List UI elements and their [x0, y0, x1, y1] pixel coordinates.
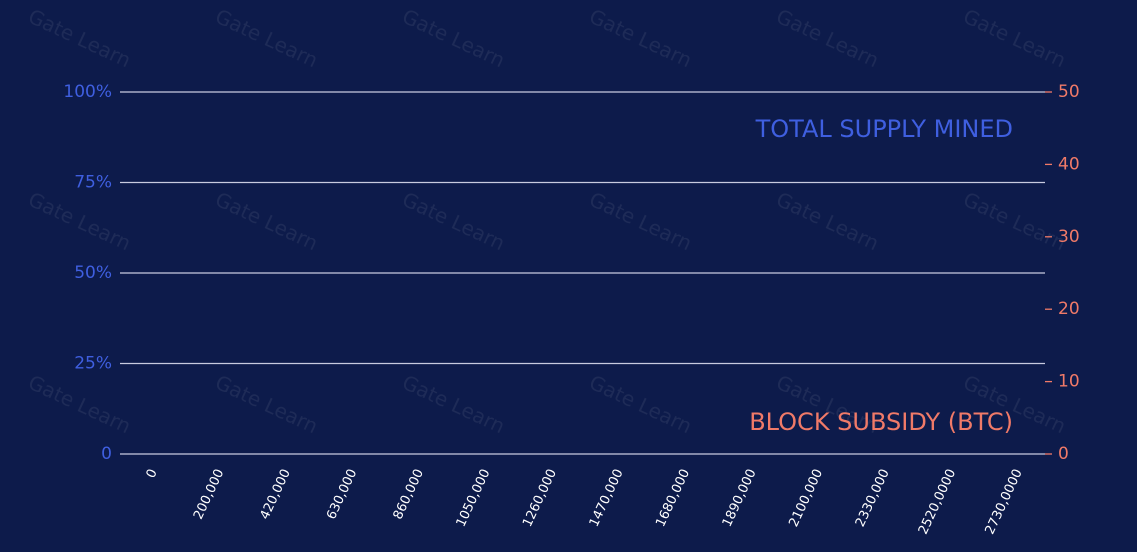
y-tick-label: 75% — [74, 173, 112, 193]
y-tick-label: 100% — [63, 82, 112, 102]
y2-tick-label: 40 — [1058, 154, 1080, 174]
series-label: BLOCK SUBSIDY (BTC) — [749, 408, 1013, 436]
series-label: TOTAL SUPPLY MINED — [755, 115, 1013, 143]
y2-tick-label: 20 — [1058, 299, 1080, 319]
y2-tick-label: 30 — [1058, 227, 1080, 247]
y-tick-label: 25% — [74, 354, 112, 374]
y2-tick-label: 50 — [1058, 82, 1080, 102]
y-tick-label: 50% — [74, 263, 112, 283]
y-tick-label: 0 — [101, 444, 112, 464]
y2-tick-label: 10 — [1058, 372, 1080, 392]
y2-tick-label: 0 — [1058, 444, 1069, 464]
